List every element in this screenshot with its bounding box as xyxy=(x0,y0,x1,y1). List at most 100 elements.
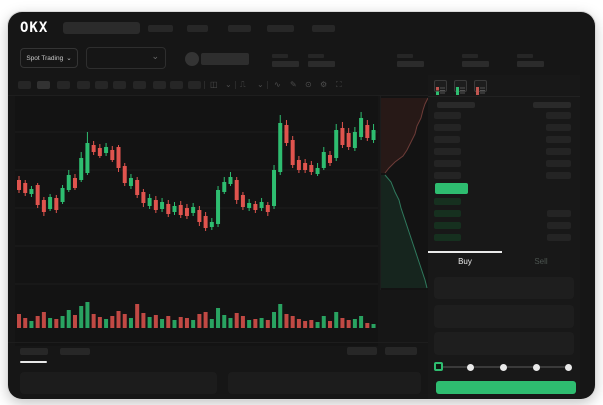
timeframe-button[interactable] xyxy=(170,81,183,89)
book-row[interactable] xyxy=(428,222,580,229)
screenshot-icon[interactable]: ⊙ xyxy=(305,80,312,89)
total-input[interactable] xyxy=(434,332,574,355)
active-tab-underline xyxy=(20,361,47,363)
book-view-asks-icon[interactable] xyxy=(474,80,487,95)
amount-bar-placeholder xyxy=(547,210,571,217)
book-row[interactable] xyxy=(428,160,580,167)
orders-toolbar-button[interactable] xyxy=(347,347,377,355)
last-price-badge[interactable] xyxy=(435,183,468,194)
buy-button[interactable] xyxy=(436,381,576,394)
stat-label-placeholder xyxy=(517,54,533,58)
timeframe-button[interactable] xyxy=(57,81,70,89)
book-row[interactable] xyxy=(428,112,580,119)
divider xyxy=(428,96,580,97)
market-type-label: Spot Trading xyxy=(26,54,64,62)
stat-value-placeholder xyxy=(462,61,489,67)
slider-dot[interactable] xyxy=(500,364,507,371)
indicator-icon[interactable]: ∿ xyxy=(274,80,281,89)
book-price-header xyxy=(437,102,475,108)
timeframe-button[interactable] xyxy=(188,81,201,89)
orders-toolbar-button[interactable] xyxy=(385,347,417,355)
trading-app-window: OKX Spot Trading ⌄ ⌄ ◫ ⌄ ⎍ ⌄ ∿ ✎ ⊙ ⚙ ⛶ xyxy=(8,12,595,399)
amount-bar-placeholder xyxy=(547,234,571,241)
nav-item-placeholder[interactable] xyxy=(267,25,294,32)
orders-tab-active[interactable] xyxy=(20,348,48,355)
price-bar-placeholder xyxy=(434,148,461,155)
depth-chart[interactable] xyxy=(380,96,429,290)
amount-bar-placeholder xyxy=(546,148,571,155)
book-amount-header xyxy=(533,102,571,108)
book-row[interactable] xyxy=(428,234,580,241)
amount-bar-placeholder xyxy=(546,136,571,143)
orders-panel xyxy=(228,372,421,394)
pair-selector-dropdown[interactable]: ⌄ xyxy=(86,47,166,69)
chart-toolbar: ◫ ⌄ ⎍ ⌄ ∿ ✎ ⊙ ⚙ ⛶ xyxy=(8,78,428,95)
price-bar-placeholder xyxy=(434,136,460,143)
book-row[interactable] xyxy=(428,210,580,217)
chevron-down-icon: ⌄ xyxy=(66,55,72,62)
chevron-down-icon[interactable]: ⌄ xyxy=(225,80,232,89)
book-row[interactable] xyxy=(428,198,580,205)
timeframe-button[interactable] xyxy=(133,81,146,89)
chevron-down-icon[interactable]: ⌄ xyxy=(257,80,264,89)
fullscreen-icon[interactable]: ⛶ xyxy=(336,80,342,89)
stat-value-placeholder xyxy=(397,61,424,67)
tab-buy[interactable]: Buy xyxy=(458,257,472,266)
book-row[interactable] xyxy=(428,148,580,155)
slider-dot[interactable] xyxy=(565,364,572,371)
pair-name-placeholder xyxy=(201,53,249,65)
book-view-bids-icon[interactable] xyxy=(454,80,467,95)
book-row[interactable] xyxy=(428,172,580,179)
timeframe-button[interactable] xyxy=(153,81,166,89)
slider-dot[interactable] xyxy=(467,364,474,371)
coin-icon xyxy=(185,52,199,66)
nav-item-placeholder[interactable] xyxy=(312,25,335,32)
amount-bar-placeholder xyxy=(546,112,571,119)
price-bar-placeholder xyxy=(434,198,461,205)
book-row[interactable] xyxy=(428,124,580,131)
nav-item-placeholder[interactable] xyxy=(187,25,208,32)
stat-label-placeholder xyxy=(462,54,478,58)
stat-label-placeholder xyxy=(397,54,413,58)
price-bar-placeholder xyxy=(434,210,461,217)
candlestick-chart[interactable] xyxy=(15,96,378,346)
price-bar-placeholder xyxy=(434,160,461,167)
price-input[interactable] xyxy=(434,277,574,299)
orders-tab[interactable] xyxy=(60,348,90,355)
timeframe-button[interactable] xyxy=(37,81,50,89)
slider-handle[interactable] xyxy=(434,362,443,371)
buy-tab-underline xyxy=(428,251,502,253)
settings-icon[interactable]: ⚙ xyxy=(320,80,328,89)
divider xyxy=(204,81,205,89)
search-input[interactable] xyxy=(63,22,140,34)
book-row[interactable] xyxy=(428,136,580,143)
compare-icon[interactable]: ⎍ xyxy=(240,80,246,89)
nav-item-placeholder[interactable] xyxy=(228,25,251,32)
tab-sell[interactable]: Sell xyxy=(534,257,548,266)
amount-input[interactable] xyxy=(434,305,574,328)
amount-bar-placeholder xyxy=(546,172,571,179)
market-type-dropdown[interactable]: Spot Trading ⌄ xyxy=(20,48,78,68)
divider xyxy=(235,81,236,89)
amount-bar-placeholder xyxy=(546,160,571,167)
amount-slider[interactable] xyxy=(434,361,574,373)
stat-value-placeholder xyxy=(308,61,335,67)
candle-style-icon[interactable]: ◫ xyxy=(210,80,218,89)
draw-icon[interactable]: ✎ xyxy=(290,80,297,89)
timeframe-button[interactable] xyxy=(95,81,108,89)
asks-list xyxy=(428,112,580,184)
timeframe-button[interactable] xyxy=(113,81,126,89)
amount-bar-placeholder xyxy=(547,222,571,229)
price-bar-placeholder xyxy=(434,124,461,131)
book-view-all-icon[interactable] xyxy=(434,80,447,95)
slider-dot[interactable] xyxy=(533,364,540,371)
nav-item-placeholder[interactable] xyxy=(148,25,173,32)
timeframe-button[interactable] xyxy=(18,81,31,89)
stat-value-placeholder xyxy=(517,61,544,67)
divider xyxy=(8,95,428,96)
price-bar-placeholder xyxy=(434,172,461,179)
timeframe-button[interactable] xyxy=(77,81,90,89)
okx-logo: OKX xyxy=(20,20,49,36)
order-book-panel: Buy Sell xyxy=(428,75,580,399)
